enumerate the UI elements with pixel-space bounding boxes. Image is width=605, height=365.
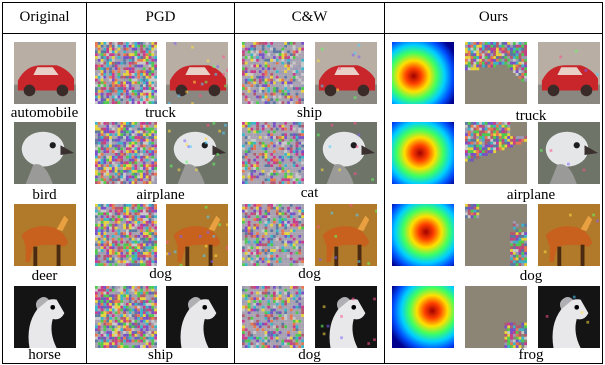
- pgd-perturbation: [95, 286, 157, 348]
- cw-prediction: cat: [300, 185, 319, 201]
- cw-adversarial-image: [315, 204, 377, 266]
- cw-adversarial-image: [315, 42, 377, 104]
- original-image: [14, 122, 76, 184]
- pgd-prediction: dog: [149, 266, 172, 282]
- ours-adversarial-image: [538, 42, 600, 104]
- ours-perturbation: [465, 204, 527, 266]
- cw-adversarial-image: [315, 122, 377, 184]
- cw-perturbation: [242, 204, 304, 266]
- ours-prediction: truck: [515, 108, 547, 124]
- header-cw: C&W: [291, 9, 328, 25]
- pgd-adversarial-image: [166, 204, 228, 266]
- ours-heatmap: [392, 204, 454, 266]
- header-pgd: PGD: [145, 9, 176, 25]
- ours-prediction: dog: [519, 268, 543, 284]
- table-right-border: [602, 2, 603, 364]
- pgd-perturbation: [95, 42, 157, 104]
- ours-heatmap: [392, 286, 454, 348]
- ours-heatmap: [392, 42, 454, 104]
- column-divider-1: [86, 2, 87, 364]
- pgd-prediction: truck: [145, 105, 176, 121]
- column-divider-3: [384, 2, 385, 364]
- cw-prediction: dog: [298, 347, 321, 363]
- cw-prediction: ship: [296, 105, 322, 121]
- table-bottom-rule: [2, 363, 603, 364]
- table-left-border: [2, 2, 3, 364]
- original-label: bird: [32, 187, 57, 203]
- pgd-adversarial-image: [166, 286, 228, 348]
- ours-perturbation: [465, 122, 527, 184]
- pgd-perturbation: [95, 122, 157, 184]
- ours-prediction: frog: [518, 347, 544, 363]
- header-original: Original: [19, 9, 70, 25]
- pgd-prediction: ship: [147, 347, 173, 363]
- original-label: automobile: [10, 105, 79, 121]
- table-header-rule: [2, 33, 603, 34]
- original-image: [14, 286, 76, 348]
- original-label: horse: [28, 347, 61, 363]
- cw-adversarial-image: [315, 286, 377, 348]
- ours-heatmap: [392, 122, 454, 184]
- table-top-rule: [2, 2, 603, 3]
- ours-perturbation: [465, 42, 527, 104]
- ours-adversarial-image: [538, 204, 600, 266]
- original-label: deer: [31, 268, 58, 284]
- ours-perturbation: [465, 286, 527, 348]
- ours-prediction: airplane: [506, 187, 556, 203]
- header-ours: Ours: [478, 9, 509, 25]
- original-image: [14, 42, 76, 104]
- cw-perturbation: [242, 122, 304, 184]
- cw-perturbation: [242, 286, 304, 348]
- cw-prediction: dog: [298, 266, 321, 282]
- column-divider-2: [234, 2, 235, 364]
- ours-adversarial-image: [538, 122, 600, 184]
- cw-perturbation: [242, 42, 304, 104]
- pgd-adversarial-image: [166, 122, 228, 184]
- pgd-prediction: airplane: [136, 187, 185, 203]
- ours-adversarial-image: [538, 286, 600, 348]
- pgd-adversarial-image: [166, 42, 228, 104]
- original-image: [14, 204, 76, 266]
- pgd-perturbation: [95, 204, 157, 266]
